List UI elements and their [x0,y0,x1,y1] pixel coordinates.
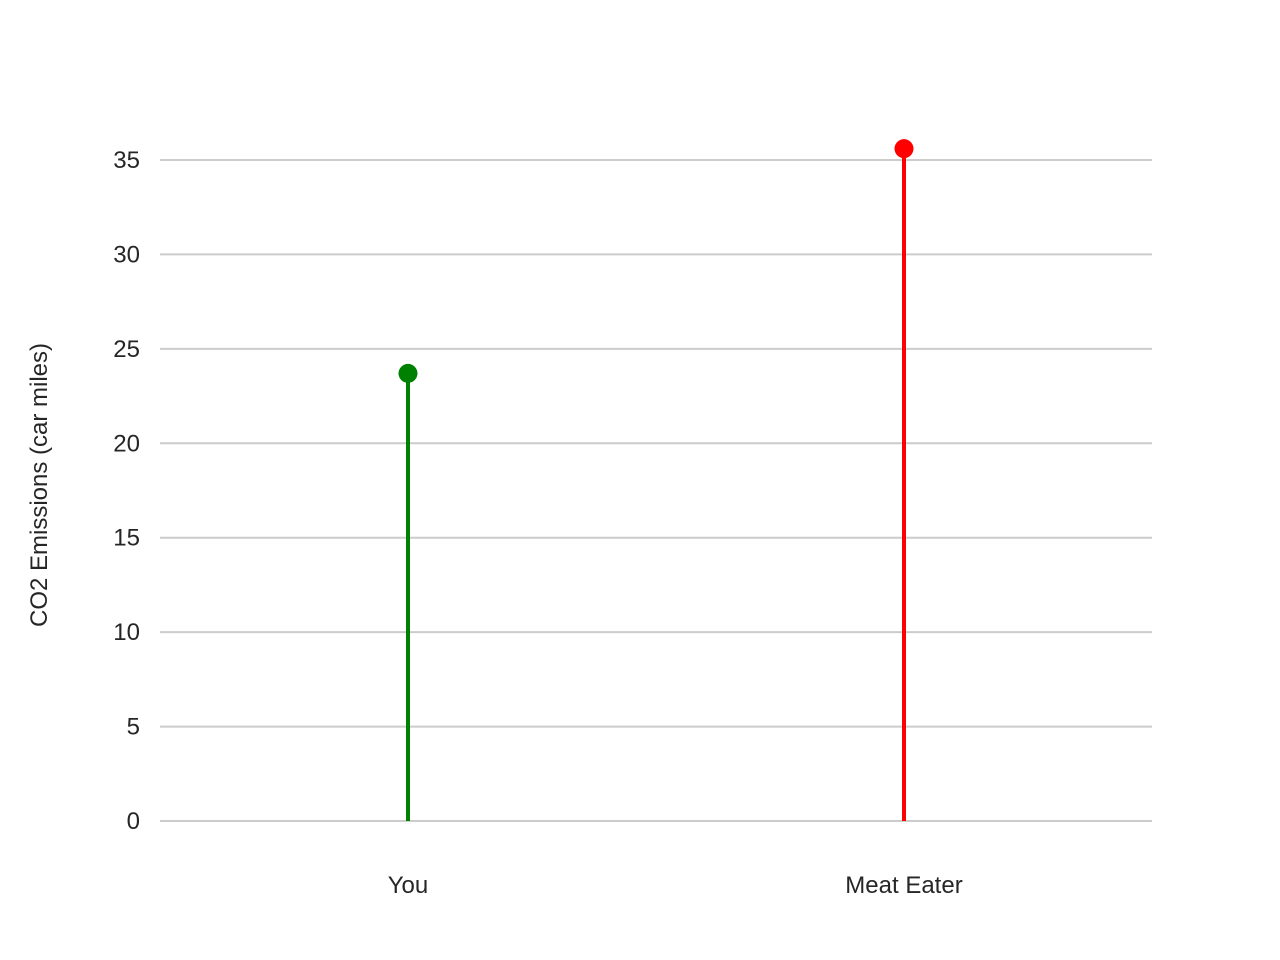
y-tick-label: 5 [127,714,140,741]
y-tick-label: 35 [113,147,140,174]
point-meat-eater [894,139,914,159]
y-tick-label: 25 [113,336,140,363]
y-tick-label: 20 [113,430,140,457]
x-category-label: You [388,872,429,899]
y-tick-label: 10 [113,619,140,646]
y-axis-title: CO2 Emissions (car miles) [26,343,53,627]
y-tick-label: 30 [113,241,140,268]
y-tick-label: 15 [113,525,140,552]
x-category-label: Meat Eater [845,872,962,899]
lollipop-stems [398,139,914,821]
gridlines [160,159,1152,822]
y-tick-label: 0 [127,808,140,835]
x-category-labels: You Meat Eater [388,872,963,899]
y-tick-labels: 0 5 10 15 20 25 30 35 [113,147,140,835]
point-you [398,363,418,383]
